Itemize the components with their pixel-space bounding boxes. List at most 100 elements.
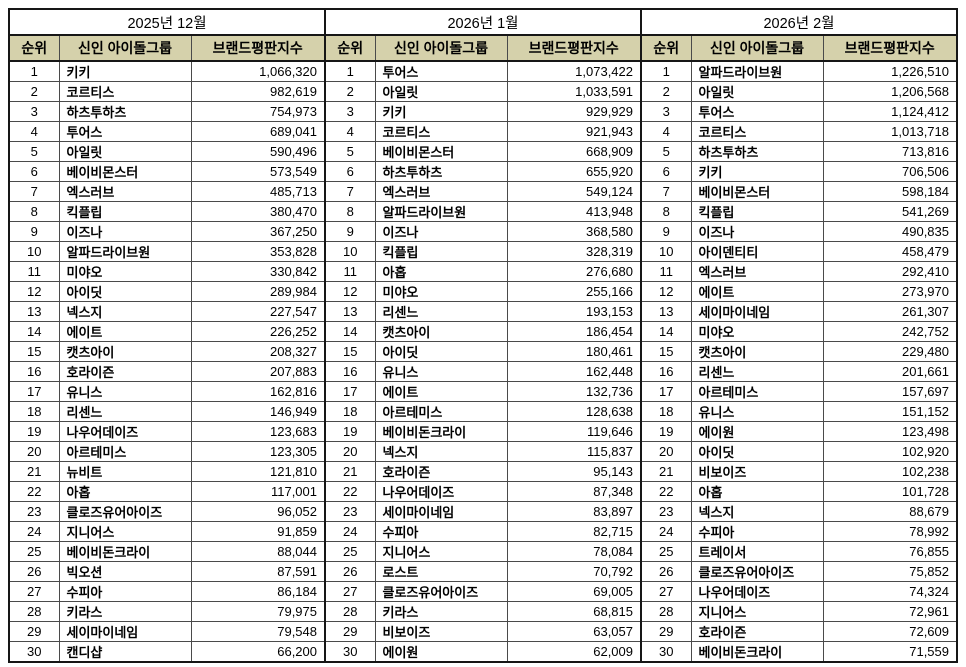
group-cell: 미야오 <box>58 261 192 282</box>
group-cell: 에이원 <box>374 641 508 663</box>
rank-cell: 3 <box>8 101 60 122</box>
value-cell: 72,609 <box>822 621 958 642</box>
value-cell: 186,454 <box>506 321 642 342</box>
rank-cell: 1 <box>8 60 60 82</box>
group-cell: 미야오 <box>374 281 508 302</box>
table-row: 26 빅오션 87,591 26 로스트 70,792 26 클로즈유어아이즈 75,852 <box>8 561 958 582</box>
value-cell: 413,948 <box>506 201 642 222</box>
rank-cell: 11 <box>324 261 376 282</box>
group-cell: 베이비돈크라이 <box>690 641 824 663</box>
column-header: 신인 아이돌그룹 <box>58 34 192 62</box>
value-cell: 78,084 <box>506 541 642 562</box>
rank-cell: 15 <box>640 341 692 362</box>
group-cell: 빅오션 <box>58 561 192 582</box>
value-cell: 88,679 <box>822 501 958 522</box>
value-cell: 754,973 <box>190 101 326 122</box>
rank-cell: 1 <box>324 60 376 82</box>
group-cell: 이즈나 <box>374 221 508 242</box>
rank-cell: 13 <box>8 301 60 322</box>
rank-cell: 8 <box>8 201 60 222</box>
rank-cell: 8 <box>640 201 692 222</box>
table-row: 30 캔디샵 66,200 30 에이원 62,009 30 베이비돈크라이 71,559 <box>8 641 958 663</box>
rank-cell: 26 <box>640 561 692 582</box>
group-cell: 비보이즈 <box>374 621 508 642</box>
column-header: 순위 <box>8 34 60 62</box>
group-cell: 클로즈유어아이즈 <box>690 561 824 582</box>
value-cell: 598,184 <box>822 181 958 202</box>
rank-cell: 6 <box>640 161 692 182</box>
rank-cell: 27 <box>8 581 60 602</box>
value-cell: 162,816 <box>190 381 326 402</box>
value-cell: 115,837 <box>506 441 642 462</box>
rank-cell: 16 <box>324 361 376 382</box>
value-cell: 101,728 <box>822 481 958 502</box>
rank-cell: 18 <box>640 401 692 422</box>
rank-cell: 28 <box>640 601 692 622</box>
rank-cell: 5 <box>640 141 692 162</box>
table-row: 6 베이비몬스터 573,549 6 하츠투하츠 655,920 6 키키 706,506 <box>8 161 958 182</box>
group-cell: 넥스지 <box>374 441 508 462</box>
value-cell: 261,307 <box>822 301 958 322</box>
group-cell: 베이비돈크라이 <box>58 541 192 562</box>
rank-cell: 24 <box>324 521 376 542</box>
group-cell: 이즈나 <box>58 221 192 242</box>
rank-cell: 10 <box>324 241 376 262</box>
ranking-table: 2025년 12월 2026년 1월 2026년 2월 순위 신인 아이돌그룹 브랜드평판… <box>8 8 958 663</box>
group-cell: 유니스 <box>58 381 192 402</box>
group-cell: 비보이즈 <box>690 461 824 482</box>
column-header: 브랜드평판지수 <box>822 34 958 62</box>
value-cell: 76,855 <box>822 541 958 562</box>
value-cell: 119,646 <box>506 421 642 442</box>
group-cell: 하츠투하츠 <box>690 141 824 162</box>
group-cell: 코르티스 <box>374 121 508 142</box>
value-cell: 117,001 <box>190 481 326 502</box>
group-cell: 투어스 <box>374 60 508 82</box>
group-cell: 키라스 <box>58 601 192 622</box>
value-cell: 1,206,568 <box>822 81 958 102</box>
group-cell: 나우어데이즈 <box>374 481 508 502</box>
rank-cell: 20 <box>8 441 60 462</box>
rank-cell: 25 <box>8 541 60 562</box>
value-cell: 367,250 <box>190 221 326 242</box>
group-cell: 미야오 <box>690 321 824 342</box>
rank-cell: 18 <box>8 401 60 422</box>
value-cell: 208,327 <box>190 341 326 362</box>
value-cell: 69,005 <box>506 581 642 602</box>
rank-cell: 24 <box>640 521 692 542</box>
value-cell: 123,498 <box>822 421 958 442</box>
group-cell: 캣츠아이 <box>58 341 192 362</box>
rank-cell: 16 <box>640 361 692 382</box>
table-row: 3 하츠투하츠 754,973 3 키키 929,929 3 투어스 1,124,412 <box>8 101 958 122</box>
rank-cell: 2 <box>640 81 692 102</box>
value-cell: 1,124,412 <box>822 101 958 122</box>
value-cell: 330,842 <box>190 261 326 282</box>
group-cell: 에이트 <box>374 381 508 402</box>
value-cell: 151,152 <box>822 401 958 422</box>
group-cell: 호라이즌 <box>58 361 192 382</box>
rank-cell: 17 <box>8 381 60 402</box>
column-header: 브랜드평판지수 <box>190 34 326 62</box>
group-cell: 아이덴티티 <box>690 241 824 262</box>
value-cell: 255,166 <box>506 281 642 302</box>
table-row: 17 유니스 162,816 17 에이트 132,736 17 아르테미스 157,697 <box>8 381 958 402</box>
rank-cell: 19 <box>324 421 376 442</box>
group-cell: 넥스지 <box>690 501 824 522</box>
value-cell: 75,852 <box>822 561 958 582</box>
value-cell: 458,479 <box>822 241 958 262</box>
value-cell: 929,929 <box>506 101 642 122</box>
value-cell: 72,961 <box>822 601 958 622</box>
group-cell: 하츠투하츠 <box>58 101 192 122</box>
value-cell: 70,792 <box>506 561 642 582</box>
group-cell: 아홉 <box>374 261 508 282</box>
group-cell: 클로즈유어아이즈 <box>374 581 508 602</box>
rank-cell: 4 <box>640 121 692 142</box>
group-cell: 아이딧 <box>374 341 508 362</box>
group-cell: 유니스 <box>690 401 824 422</box>
table-row: 25 베이비돈크라이 88,044 25 지니어스 78,084 25 트레이서 76,855 <box>8 541 958 562</box>
rank-cell: 2 <box>324 81 376 102</box>
group-cell: 킥플립 <box>374 241 508 262</box>
value-cell: 62,009 <box>506 641 642 663</box>
rank-cell: 23 <box>640 501 692 522</box>
value-cell: 590,496 <box>190 141 326 162</box>
value-cell: 162,448 <box>506 361 642 382</box>
